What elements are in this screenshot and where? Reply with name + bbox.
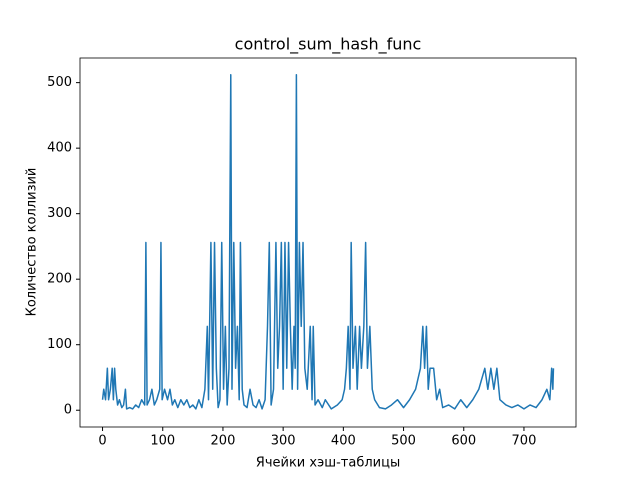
x-tick-label: 100: [150, 434, 175, 449]
x-tick-label: 200: [211, 434, 236, 449]
x-tick-label: 300: [271, 434, 296, 449]
x-tick-label: 700: [512, 434, 537, 449]
plot-frame: [79, 57, 577, 428]
y-tick-label: 500: [47, 75, 72, 90]
x-tick-label: 500: [391, 434, 416, 449]
data-line: [101, 74, 555, 410]
y-tick-label: 200: [47, 272, 72, 287]
x-tick-label: 600: [451, 434, 476, 449]
x-axis-label: Ячейки хэш-таблицы: [256, 456, 400, 471]
y-tick-label: 100: [47, 337, 72, 352]
y-tick-label: 300: [47, 206, 72, 221]
chart-title: control_sum_hash_func: [235, 35, 422, 55]
y-axis-label: Количество коллизий: [25, 168, 40, 317]
x-tick-label: 400: [331, 434, 356, 449]
y-tick-label: 400: [47, 141, 72, 156]
x-tick-label: 0: [98, 434, 106, 449]
y-tick-label: 0: [64, 403, 72, 418]
